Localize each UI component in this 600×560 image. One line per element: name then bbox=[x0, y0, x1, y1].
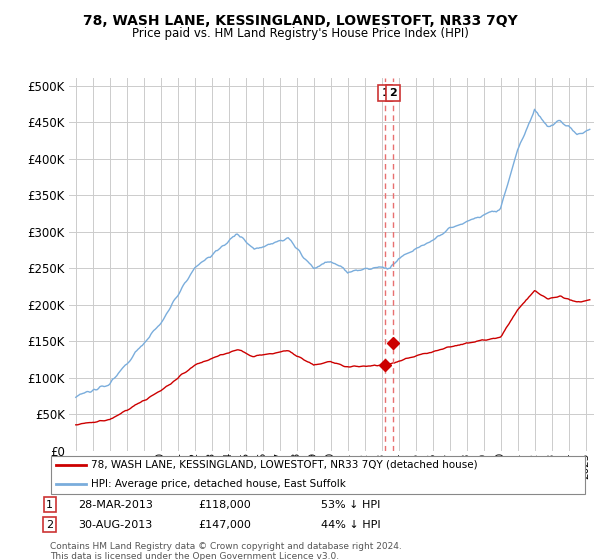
Text: Price paid vs. HM Land Registry's House Price Index (HPI): Price paid vs. HM Land Registry's House … bbox=[131, 27, 469, 40]
Text: 2: 2 bbox=[46, 520, 53, 530]
FancyBboxPatch shape bbox=[50, 456, 585, 493]
Text: £118,000: £118,000 bbox=[198, 500, 251, 510]
Text: 28-MAR-2013: 28-MAR-2013 bbox=[78, 500, 153, 510]
Text: HPI: Average price, detached house, East Suffolk: HPI: Average price, detached house, East… bbox=[91, 479, 346, 489]
Text: 2: 2 bbox=[389, 88, 397, 98]
Text: 78, WASH LANE, KESSINGLAND, LOWESTOFT, NR33 7QY: 78, WASH LANE, KESSINGLAND, LOWESTOFT, N… bbox=[83, 14, 517, 28]
Text: £147,000: £147,000 bbox=[198, 520, 251, 530]
Text: Contains HM Land Registry data © Crown copyright and database right 2024.
This d: Contains HM Land Registry data © Crown c… bbox=[50, 542, 401, 560]
Text: 53% ↓ HPI: 53% ↓ HPI bbox=[321, 500, 380, 510]
Text: 44% ↓ HPI: 44% ↓ HPI bbox=[321, 520, 380, 530]
Text: 30-AUG-2013: 30-AUG-2013 bbox=[78, 520, 152, 530]
Text: 1: 1 bbox=[46, 500, 53, 510]
Text: 78, WASH LANE, KESSINGLAND, LOWESTOFT, NR33 7QY (detached house): 78, WASH LANE, KESSINGLAND, LOWESTOFT, N… bbox=[91, 460, 478, 470]
Text: 1: 1 bbox=[382, 88, 389, 98]
